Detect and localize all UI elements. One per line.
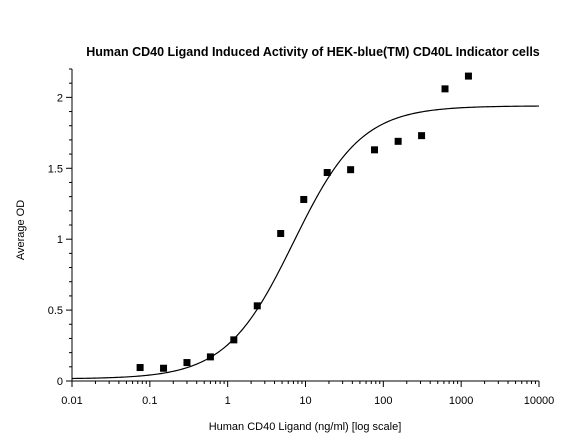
x-tick-label: 10: [299, 395, 311, 407]
fit-curve-group: [71, 105, 540, 380]
y-tick-label: 0.5: [48, 305, 63, 317]
data-point: [183, 359, 191, 367]
data-point: [230, 336, 238, 344]
x-tick-label: 0.1: [142, 395, 157, 407]
y-tick-label: 0: [57, 376, 63, 388]
x-tick-label: 100: [374, 395, 392, 407]
y-tick-label: 2: [57, 92, 63, 104]
data-point: [136, 364, 144, 372]
data-point: [300, 195, 308, 203]
data-point: [160, 364, 168, 372]
x-tick-label: 10000: [524, 395, 555, 407]
x-tick-label: 1: [225, 395, 231, 407]
chart-title: Human CD40 Ligand Induced Activity of HE…: [86, 45, 540, 59]
x-tick-label: 1000: [449, 395, 473, 407]
x-axis-label: Human CD40 Ligand (ng/ml) [log scale]: [209, 421, 402, 433]
data-point: [464, 72, 472, 80]
x-tick-label: 0.01: [61, 395, 82, 407]
axes: [71, 69, 539, 382]
data-point: [441, 85, 449, 93]
y-tick-label: 1.5: [48, 163, 63, 175]
fit-curve: [71, 105, 540, 380]
data-point: [206, 353, 214, 361]
ticks: 0.01 0.1 1 10 100 1000 10000 0 0.5 1 1.5 2: [48, 68, 555, 407]
data-point: [347, 166, 355, 174]
data-point: [394, 137, 402, 145]
data-point: [323, 169, 331, 177]
data-point: [418, 132, 426, 140]
data-point: [253, 302, 261, 310]
data-point: [370, 146, 378, 154]
data-point: [277, 230, 285, 238]
data-points: [136, 72, 472, 372]
y-tick-label: 1: [57, 234, 63, 246]
y-axis-label: Average OD: [15, 200, 27, 260]
